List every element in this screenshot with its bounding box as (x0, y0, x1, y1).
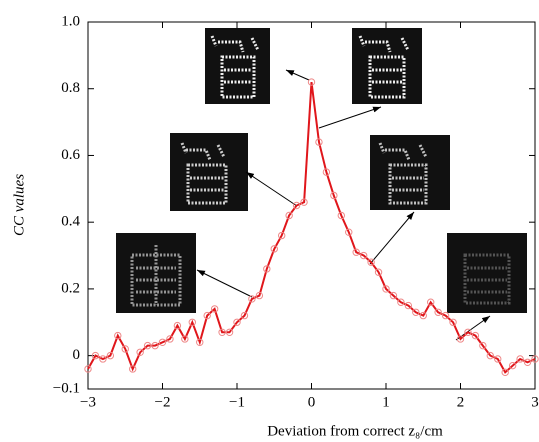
data-point (397, 298, 405, 306)
data-point (263, 265, 271, 273)
data-point (352, 248, 360, 256)
data-point (494, 355, 502, 363)
y-tick-label: 0.8 (61, 80, 80, 96)
data-point (300, 198, 308, 206)
x-tick-label: −3 (80, 394, 96, 410)
data-point (434, 308, 442, 316)
data-point (389, 291, 398, 300)
data-point (203, 311, 211, 320)
data-point (359, 251, 368, 260)
data-point (278, 231, 286, 240)
x-axis-label: Deviation from correct z₈/cm (267, 423, 443, 439)
data-point (516, 355, 524, 363)
data-point (285, 211, 293, 220)
data-point (322, 168, 331, 176)
data-point (151, 341, 159, 350)
data-point (471, 331, 480, 340)
y-tick-label: 1.0 (61, 13, 80, 29)
data-point (345, 228, 353, 236)
data-point (292, 201, 301, 210)
data-point (456, 335, 465, 343)
x-tick-label: 3 (531, 394, 539, 410)
x-tick-label: −2 (155, 394, 171, 410)
data-point (427, 298, 435, 306)
y-tick-label: −0.1 (53, 380, 80, 396)
y-tick-label: 0.4 (61, 214, 80, 230)
data-point (210, 305, 219, 313)
data-point (508, 361, 517, 370)
y-tick-label: 0.2 (61, 280, 80, 296)
data-point (419, 311, 427, 320)
data-point (114, 331, 122, 340)
data-point (531, 355, 539, 363)
data-point (181, 335, 189, 343)
data-point (240, 311, 249, 320)
data-point (218, 328, 226, 336)
y-tick-label: 0 (73, 347, 81, 363)
x-tick-label: 1 (382, 394, 390, 410)
data-line (87, 81, 536, 374)
data-point (106, 351, 115, 360)
data-point (270, 245, 278, 253)
x-tick-label: −1 (229, 394, 245, 410)
data-point (91, 351, 100, 360)
data-point (255, 291, 264, 300)
data-point (121, 345, 129, 353)
data-point (479, 341, 487, 350)
data-point (225, 328, 234, 336)
data-point (233, 318, 241, 326)
data-point (173, 321, 182, 330)
data-point (248, 295, 256, 303)
data-point (136, 348, 144, 356)
x-tick-label: 0 (308, 394, 316, 410)
data-point (188, 318, 197, 326)
y-tick-label: 0.6 (61, 147, 80, 163)
data-point (449, 318, 457, 326)
data-point (501, 368, 509, 377)
data-point (196, 338, 204, 346)
data-point (315, 138, 323, 146)
data-point (382, 285, 390, 293)
data-point (486, 351, 494, 360)
data-point (99, 355, 107, 363)
data-point (464, 328, 472, 336)
data-point (84, 365, 92, 373)
inset-images (116, 28, 527, 341)
data-point (158, 338, 167, 346)
plot-frame (87, 21, 536, 390)
data-point (143, 341, 152, 350)
data-point (129, 365, 137, 373)
y-axis-label: CC values (11, 174, 27, 236)
data-point (166, 335, 174, 343)
data-point (307, 78, 316, 86)
data-point (330, 191, 338, 200)
x-tick-label: 2 (457, 394, 465, 410)
data-point (374, 268, 383, 276)
data-point (523, 358, 532, 367)
data-point (367, 258, 375, 266)
data-point (441, 311, 450, 320)
data-point (404, 301, 413, 310)
data-point (412, 308, 420, 316)
data-point (337, 211, 345, 220)
